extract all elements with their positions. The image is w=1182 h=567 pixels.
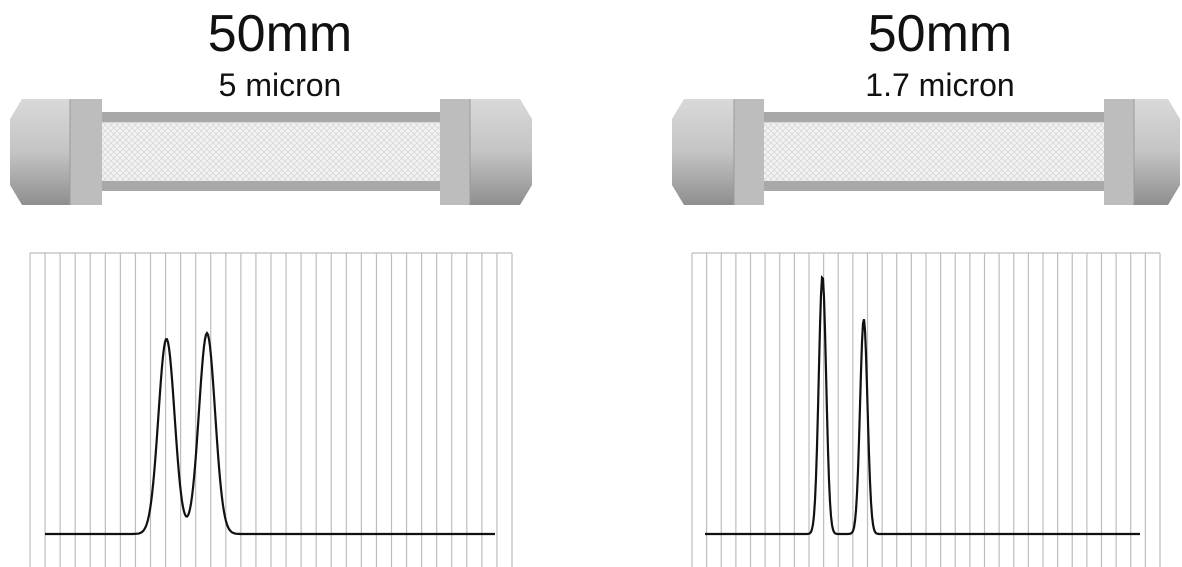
particle-size-label: 5 micron: [218, 67, 342, 103]
chromatogram-trace: [705, 275, 1140, 536]
left-end-fitting: [672, 99, 764, 205]
hplc-column-illustration: [10, 99, 532, 205]
hplc-column-illustration: [672, 99, 1180, 205]
right-end-fitting: [440, 99, 532, 205]
chromatogram-chart: [691, 252, 1161, 567]
column-tube: [734, 112, 1134, 191]
chromatogram-chart: [29, 252, 513, 567]
particle-size-label: 1.7 micron: [865, 67, 1015, 103]
stationary-phase-packing: [82, 123, 464, 181]
column-length-label: 50mm: [207, 5, 353, 63]
column-tube: [70, 112, 470, 191]
chromatogram-trace: [45, 331, 495, 536]
column-panel-5-micron: 50mm 5 micron: [0, 0, 560, 567]
column-length-label: 50mm: [867, 5, 1013, 63]
right-end-fitting: [1104, 99, 1180, 205]
left-end-fitting: [10, 99, 102, 205]
column-panel-1-7-micron: 50mm 1.7 micron: [660, 0, 1182, 567]
stationary-phase-packing: [746, 123, 1128, 181]
